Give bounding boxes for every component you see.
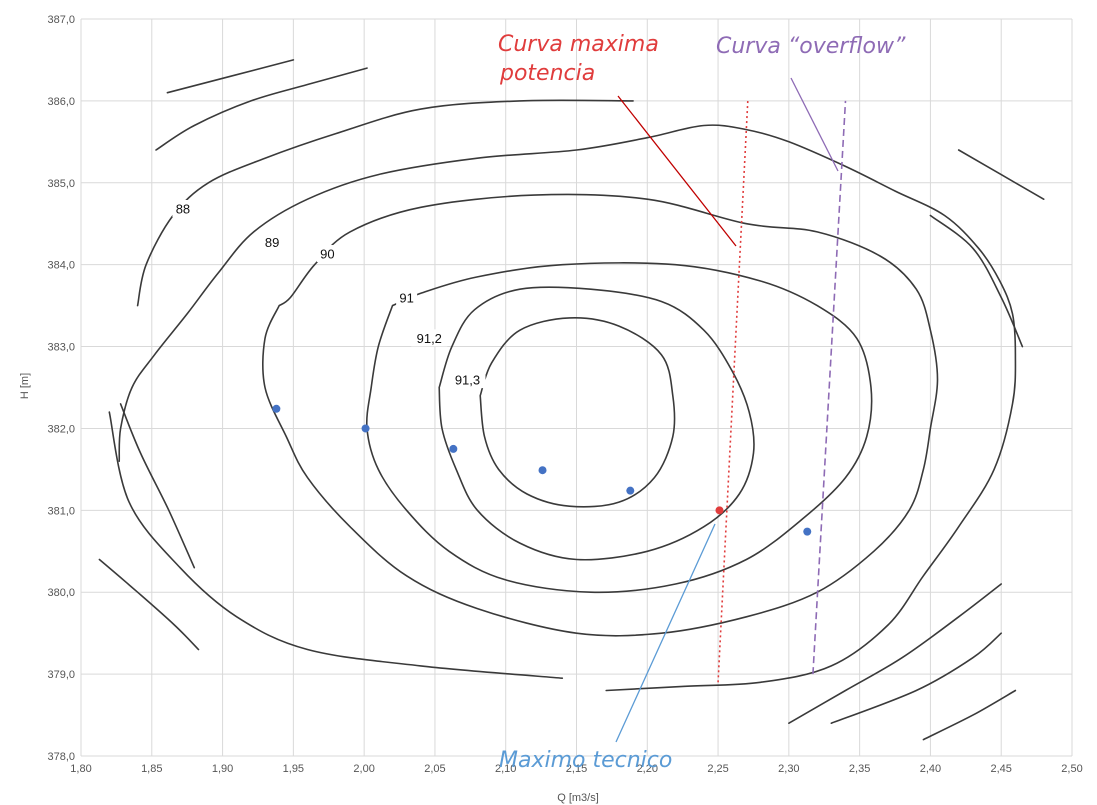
operating-point <box>361 424 370 433</box>
reference-lines <box>717 100 847 683</box>
annotation-leaders <box>615 77 839 743</box>
x-tick-label: 1,90 <box>212 763 233 775</box>
y-tick-label: 384,0 <box>47 260 75 272</box>
x-tick-label: 1,80 <box>70 763 91 775</box>
contour-line <box>922 689 1017 741</box>
reference-line <box>812 100 847 675</box>
contour-line <box>118 124 1017 692</box>
contour-label: 91 <box>399 291 413 306</box>
x-tick-label: 2,10 <box>495 763 516 775</box>
x-tick-label: 2,25 <box>707 763 728 775</box>
x-tick-label: 2,45 <box>991 763 1012 775</box>
contour-line <box>262 193 939 637</box>
x-tick-label: 2,05 <box>424 763 445 775</box>
x-tick-label: 2,40 <box>920 763 941 775</box>
contour-label: 91,2 <box>417 331 442 346</box>
operating-point <box>803 527 812 536</box>
contour-line <box>479 316 676 508</box>
x-tick-label: 1,95 <box>283 763 304 775</box>
x-tick-label: 2,15 <box>566 763 587 775</box>
y-tick-label: 382,0 <box>47 423 75 435</box>
reference-line <box>717 100 749 683</box>
x-tick-label: 1,85 <box>141 763 162 775</box>
contour-lines <box>98 59 1045 741</box>
x-tick-label: 2,50 <box>1061 763 1082 775</box>
operating-point <box>449 444 458 453</box>
contour-line <box>166 59 295 94</box>
contour-label-bg <box>172 199 194 217</box>
y-tick-label: 381,0 <box>47 505 75 517</box>
contour-label: 90 <box>320 247 334 262</box>
contour-line <box>957 149 1045 200</box>
contour-line <box>98 558 200 651</box>
operating-point <box>538 466 547 475</box>
annotation-technical-max: Maximo tecnico <box>499 748 672 773</box>
operating-point <box>715 506 724 515</box>
x-tick-label: 2,20 <box>637 763 658 775</box>
contour-line <box>929 214 1024 348</box>
leader-overflow <box>790 77 839 172</box>
contour-line <box>136 99 634 307</box>
grid <box>80 18 1073 757</box>
leader-max-power <box>617 95 737 247</box>
y-tick-label: 378,0 <box>47 751 75 763</box>
operating-points <box>272 404 812 536</box>
contour-label-bg <box>449 371 486 389</box>
y-tick-label: 385,0 <box>47 178 75 190</box>
leader-technical-max <box>615 523 716 743</box>
annotation-max-power-line1: Curva maxima <box>498 32 659 57</box>
contour-line <box>108 411 564 679</box>
contour-line <box>788 583 1002 724</box>
contour-label: 88 <box>176 201 190 216</box>
contour-label-bg <box>261 233 283 251</box>
contour-line <box>365 262 873 594</box>
annotation-max-power-line2: potencia <box>499 61 595 86</box>
contour-line <box>830 632 1002 724</box>
contour-labels: 88 89 90 91 91,2 91,3 <box>172 199 486 389</box>
y-tick-label: 387,0 <box>47 14 75 26</box>
x-tick-label: 2,35 <box>849 763 870 775</box>
contour-label-bg <box>411 329 448 347</box>
contour-label: 91,3 <box>455 373 480 388</box>
annotation-overflow: Curva “overflow” <box>716 34 906 59</box>
x-tick-label: 2,00 <box>353 763 374 775</box>
contour-label-bg <box>316 245 338 263</box>
tick-labels: 1,80 1,85 1,90 1,95 2,00 2,05 2,10 2,15 2,20 2,25… <box>47 14 1082 775</box>
x-tick-label: 2,30 <box>778 763 799 775</box>
contour-line <box>119 403 196 569</box>
y-tick-label: 386,0 <box>47 96 75 108</box>
y-axis-title: H [m] <box>19 373 31 399</box>
contour-line <box>438 286 755 561</box>
y-tick-label: 379,0 <box>47 669 75 681</box>
contour-label: 89 <box>265 235 279 250</box>
y-tick-label: 383,0 <box>47 342 75 354</box>
operating-point <box>626 486 635 495</box>
operating-point <box>272 404 281 413</box>
contour-label-bg <box>396 289 418 307</box>
x-axis-title: Q [m3/s] <box>557 792 599 804</box>
contour-line <box>155 67 368 151</box>
y-tick-label: 380,0 <box>47 587 75 599</box>
